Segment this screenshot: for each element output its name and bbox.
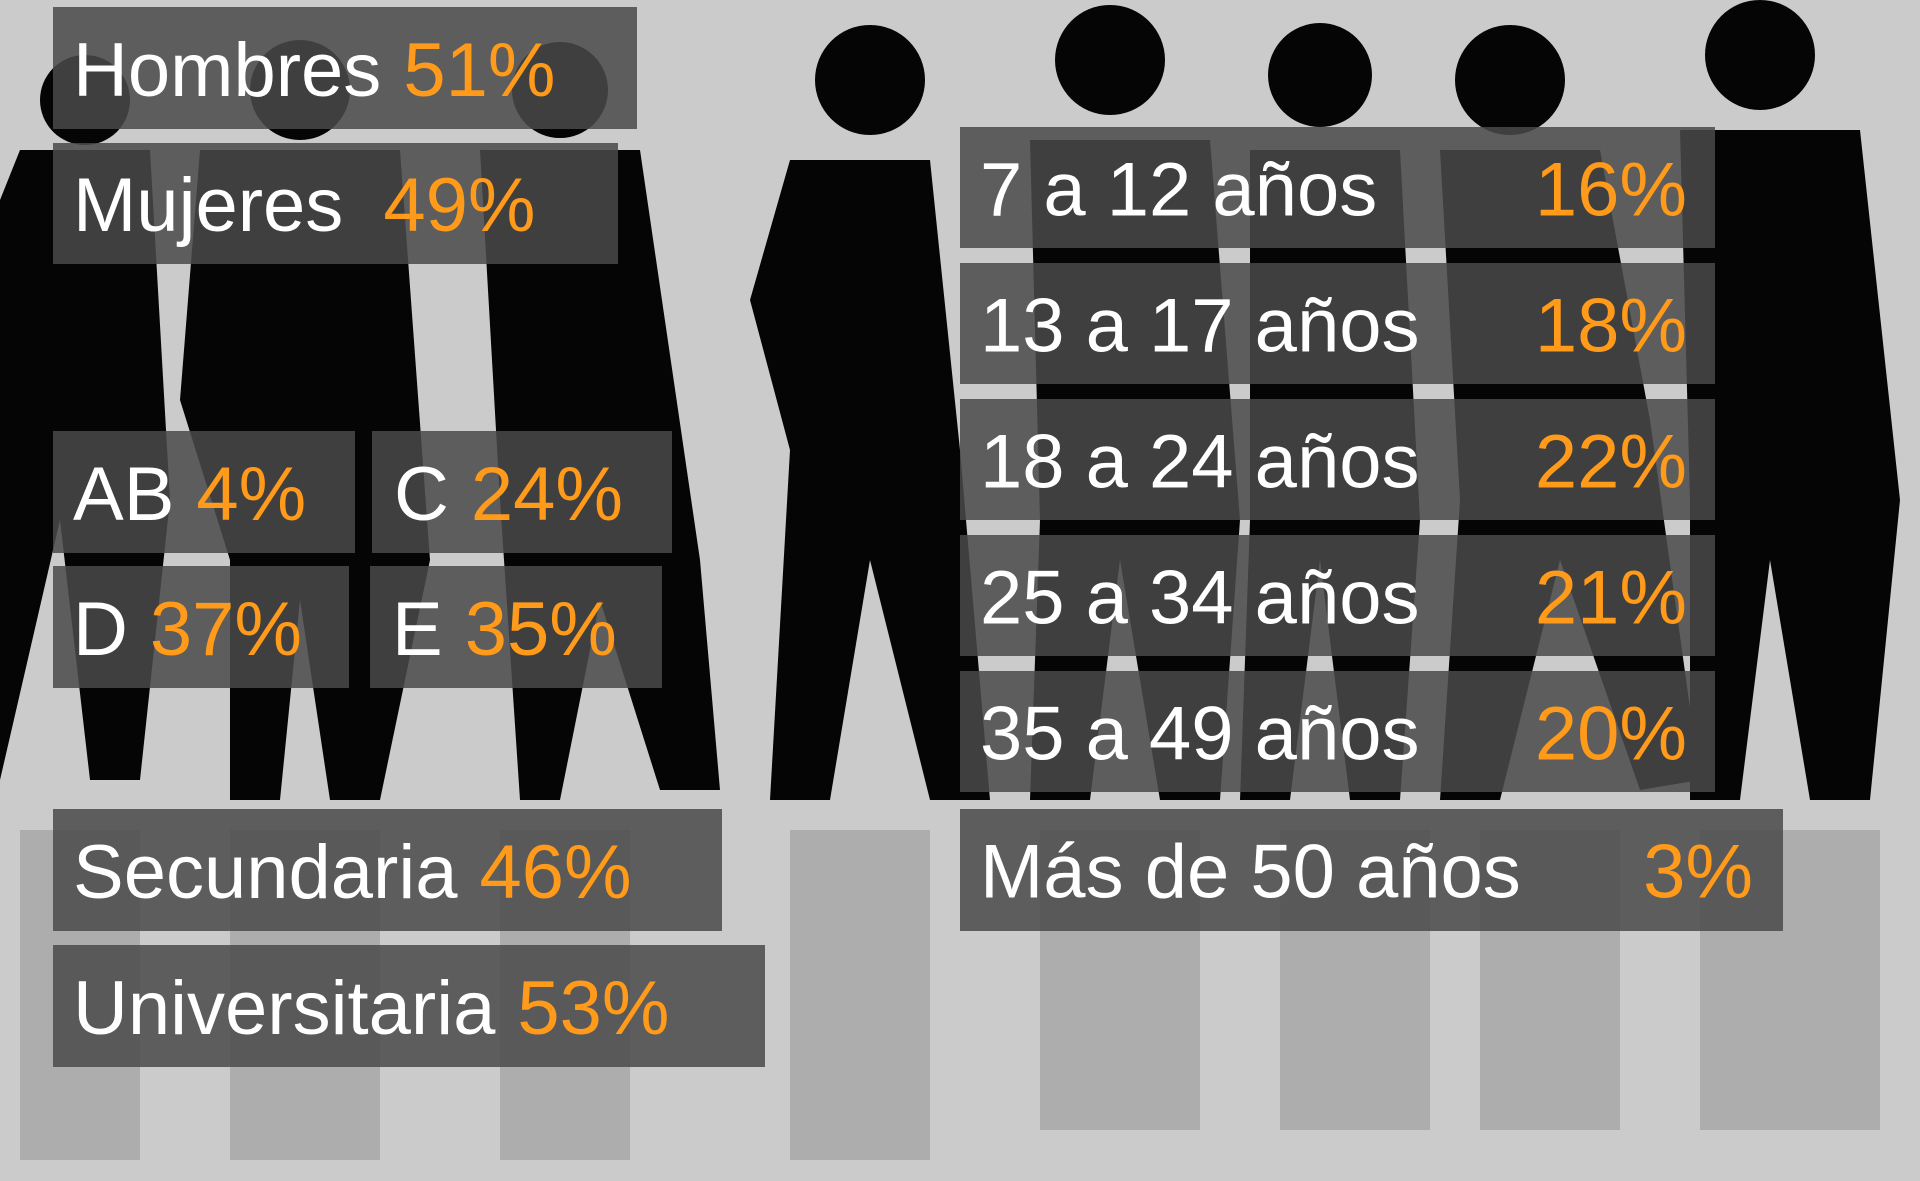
item-text: C 24% [394, 452, 623, 537]
item-text: D 37% [73, 587, 302, 672]
item-text: Mujeres 49% [73, 163, 535, 248]
label: Más de 50 años [980, 830, 1521, 915]
item-text: Hombres 51% [73, 28, 555, 113]
value: 22% [1535, 420, 1687, 505]
value: 21% [1535, 556, 1687, 641]
value: 37% [150, 587, 302, 672]
label: 35 a 49 años [980, 692, 1420, 777]
value: 4% [196, 452, 306, 537]
value: 46% [480, 830, 632, 915]
value: 16% [1535, 148, 1687, 233]
label: Secundaria [73, 830, 458, 915]
item-text: Secundaria 46% [73, 830, 632, 915]
label: C [394, 452, 449, 537]
label: Mujeres [73, 163, 343, 248]
label: E [392, 587, 443, 672]
value: 51% [403, 28, 555, 113]
label: 7 a 12 años [980, 148, 1377, 233]
label: 25 a 34 años [980, 556, 1420, 641]
label: AB [73, 452, 174, 537]
value: 24% [471, 452, 623, 537]
value: 35% [465, 587, 617, 672]
label: 18 a 24 años [980, 420, 1420, 505]
label: D [73, 587, 128, 672]
value: 18% [1535, 284, 1687, 369]
value: 49% [383, 163, 535, 248]
value: 20% [1535, 692, 1687, 777]
value: 3% [1643, 830, 1753, 915]
value: 53% [517, 966, 669, 1051]
label: Hombres [73, 28, 381, 113]
item-text: E 35% [392, 587, 617, 672]
label: Universitaria [73, 966, 496, 1051]
page: Hombres 51% Mujeres 49% AB 4% C 24% D 37% E 35… [0, 0, 1920, 1181]
label: 13 a 17 años [980, 284, 1420, 369]
slide: Hombres 51% Mujeres 49% AB 4% C 24% D 37% E 35… [0, 0, 1920, 1181]
